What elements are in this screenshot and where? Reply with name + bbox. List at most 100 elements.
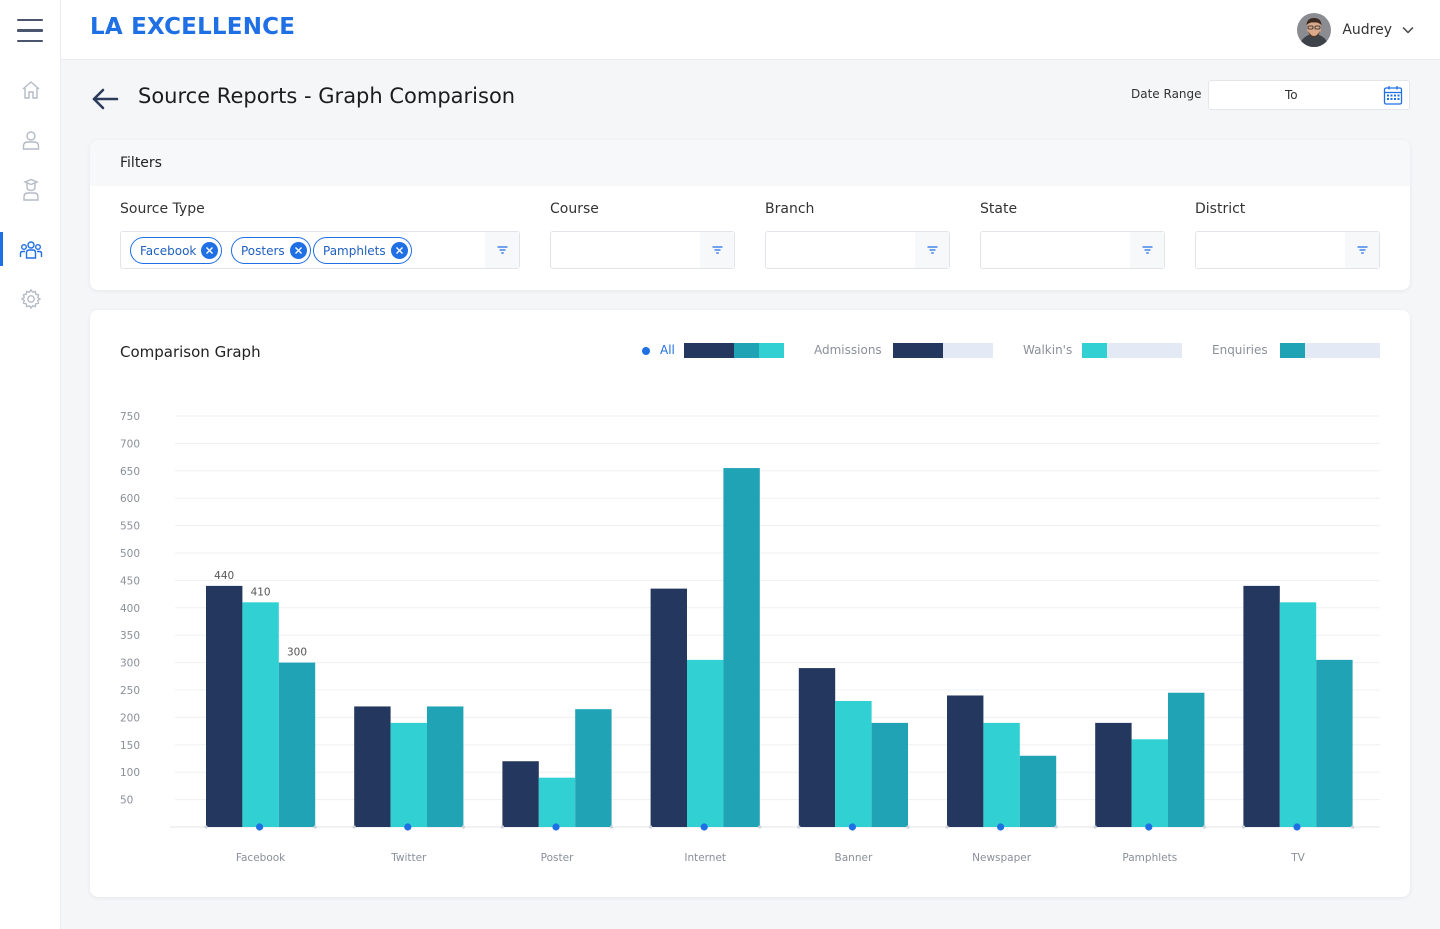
source-type-select[interactable]: Facebook Posters Pamphlets xyxy=(120,231,520,269)
sidebar-item-home[interactable] xyxy=(0,70,61,110)
chip-label: Facebook xyxy=(140,243,197,258)
close-icon[interactable] xyxy=(289,242,307,259)
bar-admissions-internet[interactable] xyxy=(650,588,687,827)
axis-tick-dot xyxy=(1093,825,1097,829)
legend-walkins-bar[interactable] xyxy=(1082,343,1182,358)
state-select[interactable] xyxy=(980,231,1165,269)
legend-enquiries-label[interactable]: Enquiries xyxy=(1212,343,1268,357)
y-tick-label: 250 xyxy=(120,685,140,697)
chip-posters[interactable]: Posters xyxy=(231,237,311,264)
bar-enquiries-newspaper[interactable] xyxy=(1019,755,1057,827)
bar-admissions-pamphlets[interactable] xyxy=(1095,722,1132,827)
sidebar xyxy=(0,0,61,929)
bar-admissions-poster[interactable] xyxy=(502,761,539,827)
y-tick-label: 750 xyxy=(120,411,140,423)
bar-walkins-poster[interactable] xyxy=(538,777,576,827)
filter-icon[interactable] xyxy=(1345,232,1379,268)
y-tick-label: 650 xyxy=(120,466,140,478)
bar-enquiries-twitter[interactable] xyxy=(427,706,464,827)
category-marker-dot[interactable] xyxy=(1145,823,1153,831)
legend-all-label[interactable]: All xyxy=(660,343,675,357)
x-tick-label: Internet xyxy=(684,852,726,864)
home-icon xyxy=(22,81,39,99)
bar-enquiries-pamphlets[interactable] xyxy=(1168,692,1205,827)
user-menu[interactable]: Audrey xyxy=(1297,13,1414,47)
sidebar-item-profile[interactable] xyxy=(0,120,61,160)
y-tick-label: 600 xyxy=(120,493,140,505)
sidebar-item-settings[interactable] xyxy=(0,279,61,319)
category-marker-dot[interactable] xyxy=(1293,823,1301,831)
bar-walkins-twitter[interactable] xyxy=(390,722,427,827)
axis-tick-dot xyxy=(649,825,653,829)
bar-enquiries-facebook[interactable] xyxy=(278,662,316,827)
brand-logo[interactable]: LA EXCELLENCE xyxy=(90,14,296,40)
gear-icon xyxy=(20,288,41,310)
branch-label: Branch xyxy=(765,201,815,217)
chip-facebook[interactable]: Facebook xyxy=(130,237,223,264)
legend-all-bar[interactable] xyxy=(684,343,784,358)
y-tick-label: 50 xyxy=(120,795,133,807)
close-icon[interactable] xyxy=(390,242,408,259)
filter-icon[interactable] xyxy=(915,232,949,268)
bar-enquiries-tv[interactable] xyxy=(1316,659,1353,827)
bar-enquiries-banner[interactable] xyxy=(871,722,908,827)
axis-tick-dot xyxy=(945,825,949,829)
x-tick-label: Pamphlets xyxy=(1122,852,1177,864)
bar-enquiries-poster[interactable] xyxy=(575,709,612,827)
source-type-label: Source Type xyxy=(120,201,205,217)
district-label: District xyxy=(1195,201,1246,217)
bar-walkins-internet[interactable] xyxy=(687,659,724,827)
bar-data-label: 440 xyxy=(214,570,234,582)
y-tick-label: 350 xyxy=(120,630,140,642)
legend-walkins-label[interactable]: Walkin's xyxy=(1023,343,1073,357)
legend-admissions-label[interactable]: Admissions xyxy=(814,343,882,357)
arrow-left-icon xyxy=(92,88,119,110)
district-select[interactable] xyxy=(1195,231,1380,269)
bar-walkins-tv[interactable] xyxy=(1279,602,1317,827)
graph-title: Comparison Graph xyxy=(120,343,261,361)
branch-select[interactable] xyxy=(765,231,950,269)
bar-walkins-banner[interactable] xyxy=(835,700,872,827)
course-select[interactable] xyxy=(550,231,735,269)
category-marker-dot[interactable] xyxy=(256,823,264,831)
page-title: Source Reports - Graph Comparison xyxy=(138,84,516,108)
category-marker-dot[interactable] xyxy=(404,823,412,831)
y-tick-label: 500 xyxy=(120,548,140,560)
x-tick-label: Facebook xyxy=(236,852,286,864)
bar-admissions-twitter[interactable] xyxy=(354,706,391,827)
axis-tick-dot xyxy=(1054,825,1058,829)
category-marker-dot[interactable] xyxy=(700,823,708,831)
category-marker-dot[interactable] xyxy=(552,823,560,831)
bar-walkins-facebook[interactable] xyxy=(242,602,279,827)
date-range-input[interactable]: To xyxy=(1208,80,1410,110)
filter-icon[interactable] xyxy=(1130,232,1164,268)
filter-icon[interactable] xyxy=(700,232,734,268)
chip-pamphlets[interactable]: Pamphlets xyxy=(313,237,412,264)
group-icon xyxy=(19,241,42,259)
legend-enquiries-bar[interactable] xyxy=(1280,343,1380,358)
category-marker-dot[interactable] xyxy=(997,823,1005,831)
axis-tick-dot xyxy=(204,825,208,829)
bar-walkins-newspaper[interactable] xyxy=(983,722,1020,827)
bar-walkins-pamphlets[interactable] xyxy=(1131,739,1168,827)
axis-tick-dot xyxy=(500,825,504,829)
x-tick-label: TV xyxy=(1290,852,1305,864)
date-range-label: Date Range xyxy=(1131,87,1202,101)
user-name: Audrey xyxy=(1342,22,1392,38)
bar-admissions-newspaper[interactable] xyxy=(947,695,984,827)
axis-tick-dot xyxy=(313,825,317,829)
sidebar-item-groups[interactable] xyxy=(0,230,61,270)
bar-admissions-tv[interactable] xyxy=(1243,585,1280,827)
calendar-icon[interactable] xyxy=(1383,85,1403,106)
bar-admissions-facebook[interactable] xyxy=(206,585,243,827)
close-icon[interactable] xyxy=(201,242,219,259)
bar-admissions-banner[interactable] xyxy=(798,668,836,827)
filter-icon[interactable] xyxy=(485,232,519,268)
category-marker-dot[interactable] xyxy=(848,823,857,831)
legend-admissions-bar[interactable] xyxy=(893,343,993,358)
back-button[interactable] xyxy=(90,86,120,112)
filters-title: Filters xyxy=(90,140,1410,186)
bar-enquiries-internet[interactable] xyxy=(723,468,760,827)
menu-icon[interactable] xyxy=(17,19,43,43)
sidebar-item-students[interactable] xyxy=(0,170,61,210)
